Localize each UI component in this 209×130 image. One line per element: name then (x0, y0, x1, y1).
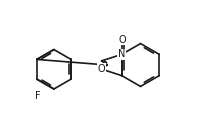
Text: N: N (118, 49, 126, 59)
Text: O: O (118, 35, 126, 45)
Text: F: F (35, 91, 41, 101)
Text: O: O (98, 64, 105, 74)
